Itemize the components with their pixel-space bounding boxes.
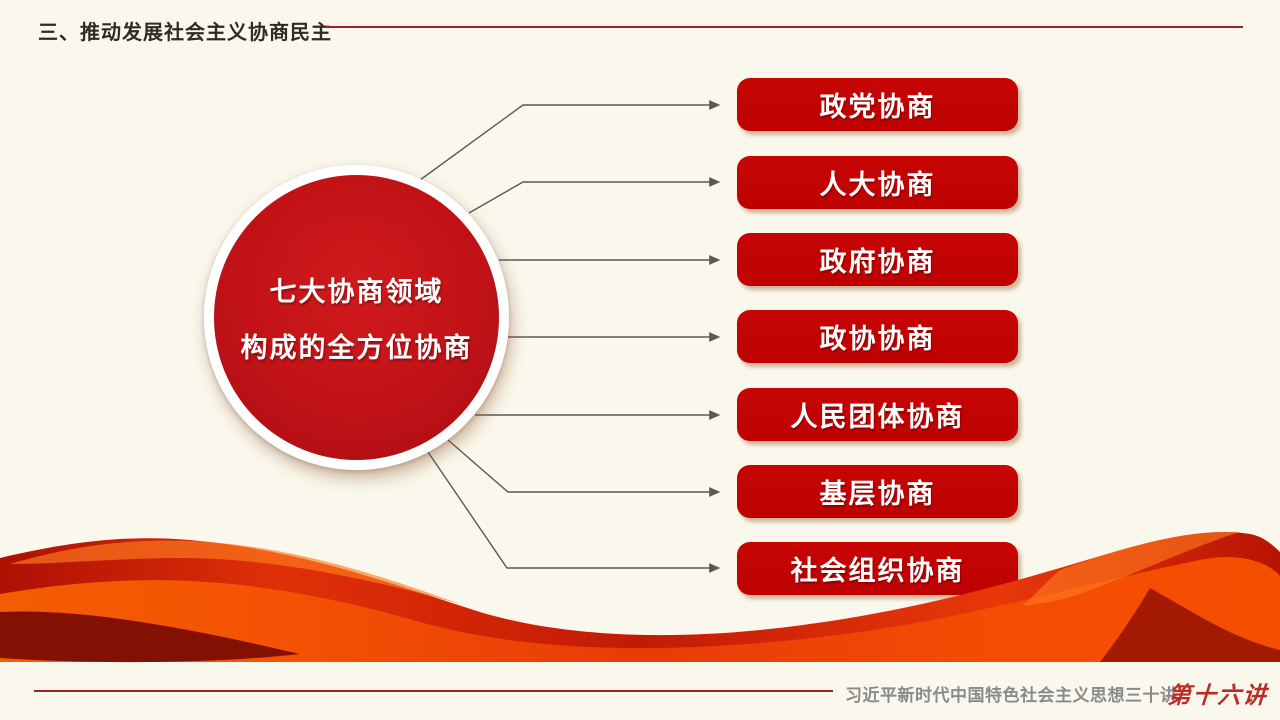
node-label: 政党协商 [819,92,936,122]
ribbon-main [0,532,1280,662]
red-ribbon-decoration [0,531,1280,663]
node-label: 社会组织协商 [790,556,965,586]
node-label: 人民团体协商 [790,402,965,432]
ribbon-fold-left [0,611,300,663]
ribbon-highlight [0,557,1280,662]
node-renda-xieshang: 人大协商 [737,156,1018,209]
node-label: 政府协商 [819,247,936,277]
connector-6 [447,439,721,497]
node-label: 人大协商 [819,170,936,200]
ribbon-sheen-left [10,540,460,604]
connector-7 [427,451,721,573]
title-rule-line [326,26,1243,28]
node-renmin-tuanti-xieshang: 人民团体协商 [737,388,1018,441]
ribbon-fold-right [1100,588,1280,662]
node-label: 基层协商 [819,479,936,509]
ribbon-sheen-right [1022,531,1240,606]
node-label: 政协协商 [819,324,936,354]
node-zhengdang-xieshang: 政党协商 [737,78,1018,131]
connector-1 [419,100,721,181]
node-shehui-zuzhi-xieshang: 社会组织协商 [737,542,1018,595]
connector-2 [468,177,721,214]
node-zhengxie-xieshang: 政协协商 [737,310,1018,363]
hub-text-line1: 七大协商领域 [269,277,444,307]
node-jiceng-xieshang: 基层协商 [737,465,1018,518]
slide-title: 三、推动发展社会主义协商民主 [38,22,332,44]
node-zhengfu-xieshang: 政府协商 [737,233,1018,286]
hub-text-line2: 构成的全方位协商 [240,333,473,363]
footer-lecture-number: 第十六讲 [1166,682,1269,709]
central-circle: 七大协商领域 构成的全方位协商 [204,165,509,470]
footer-rule-line [34,690,833,692]
footer-course-title: 习近平新时代中国特色社会主义思想三十讲 [845,686,1178,705]
